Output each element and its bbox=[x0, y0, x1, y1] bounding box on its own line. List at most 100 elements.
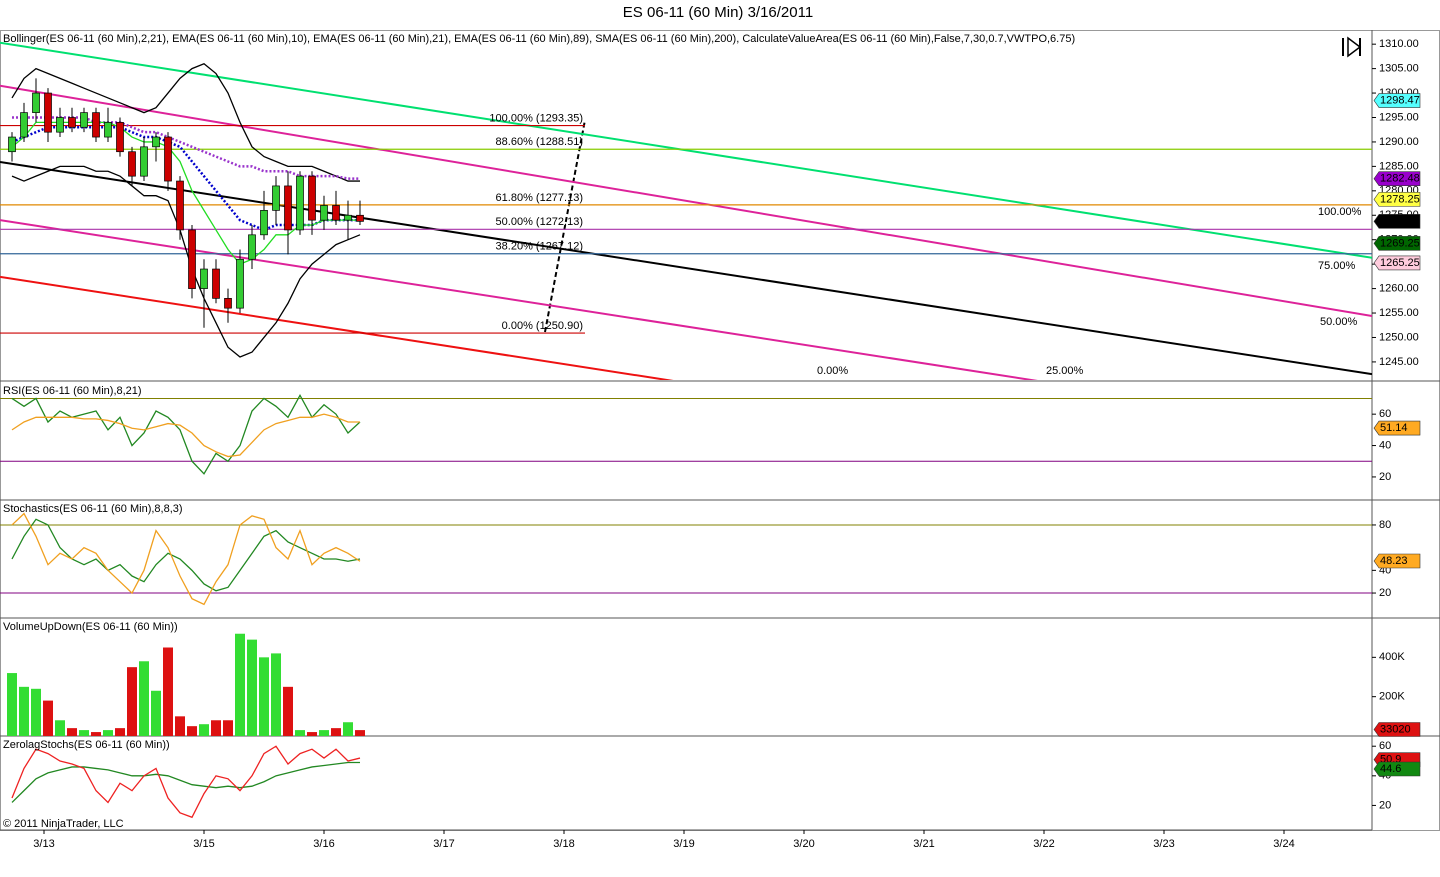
y-tick-label: 1310.00 bbox=[1379, 38, 1419, 50]
y-tick-label: 60 bbox=[1379, 408, 1391, 420]
y-tick-label: 200K bbox=[1379, 691, 1405, 703]
volume-bar bbox=[31, 688, 41, 736]
trend-line bbox=[0, 41, 1372, 259]
price-marker-label: 48.23 bbox=[1380, 555, 1408, 567]
projection-line bbox=[544, 119, 586, 333]
fib-label: 61.80% (1277.13) bbox=[496, 192, 583, 204]
y-tick-label: 80 bbox=[1379, 519, 1391, 531]
trend-label: 75.00% bbox=[1318, 260, 1356, 272]
price-marker-label: 33020 bbox=[1380, 723, 1411, 735]
volume-bar bbox=[211, 720, 221, 736]
y-tick-label: 1290.00 bbox=[1379, 136, 1419, 148]
price-marker bbox=[1373, 171, 1421, 187]
price-marker bbox=[1373, 214, 1421, 229]
panel-label: RSI(ES 06-11 (60 Min),8,21) bbox=[3, 385, 142, 397]
volume-bar bbox=[19, 686, 29, 736]
fib-label: 0.00% (1250.90) bbox=[502, 320, 583, 332]
x-tick-label: 3/17 bbox=[433, 838, 454, 850]
x-tick-label: 3/13 bbox=[33, 838, 54, 850]
y-tick-label: 400K bbox=[1379, 651, 1405, 663]
fib-label: 50.00% (1272.13) bbox=[496, 216, 583, 228]
price-marker-label: 1273.75 bbox=[1380, 215, 1420, 227]
trend-line bbox=[0, 219, 1038, 380]
x-tick-label: 3/22 bbox=[1033, 838, 1054, 850]
y-tick-label: 1295.00 bbox=[1379, 111, 1419, 123]
price-marker-label: 1278.25 bbox=[1380, 193, 1420, 205]
x-tick-label: 3/19 bbox=[673, 838, 694, 850]
series-line bbox=[11, 165, 361, 358]
x-tick-label: 3/21 bbox=[913, 838, 934, 850]
volume-bar bbox=[139, 661, 149, 736]
play-button[interactable] bbox=[1342, 36, 1362, 58]
panel bbox=[11, 745, 361, 819]
volume-bar bbox=[67, 728, 77, 736]
candle-body bbox=[32, 92, 40, 113]
series-line bbox=[11, 512, 361, 606]
candle-body bbox=[188, 229, 196, 289]
candle-body bbox=[260, 210, 268, 236]
series-line bbox=[11, 393, 361, 475]
volume-bar bbox=[343, 722, 353, 736]
candle-body bbox=[200, 268, 208, 289]
volume-bar bbox=[187, 726, 197, 736]
candle-body bbox=[176, 180, 184, 231]
price-marker-label: 1265.25 bbox=[1380, 257, 1420, 269]
candle-body bbox=[308, 175, 316, 221]
panel-label: Stochastics(ES 06-11 (60 Min),8,8,3) bbox=[3, 503, 183, 515]
volume-bar bbox=[151, 690, 161, 736]
candle-body bbox=[284, 185, 292, 231]
y-tick-label: 20 bbox=[1379, 471, 1391, 483]
y-tick-label: 40 bbox=[1379, 439, 1391, 451]
y-tick-label: 1245.00 bbox=[1379, 356, 1419, 368]
price-marker-label: 1269.25 bbox=[1380, 237, 1420, 249]
volume-bar bbox=[235, 633, 245, 736]
volume-bar bbox=[43, 700, 53, 736]
candle-body bbox=[344, 214, 352, 221]
trend-label: 50.00% bbox=[1320, 316, 1358, 328]
fib-label: 88.60% (1288.51) bbox=[496, 136, 583, 148]
panel-label: ZerolagStochs(ES 06-11 (60 Min)) bbox=[3, 739, 170, 751]
series-line bbox=[11, 62, 360, 182]
x-tick-label: 3/18 bbox=[553, 838, 574, 850]
panel bbox=[7, 633, 365, 736]
copyright: © 2011 NinjaTrader, LLC bbox=[3, 818, 124, 830]
candle-body bbox=[164, 136, 172, 182]
fib-label: 100.00% (1293.35) bbox=[489, 112, 583, 124]
candle-body bbox=[140, 146, 148, 177]
price-marker bbox=[1373, 192, 1421, 207]
volume-bar bbox=[283, 686, 293, 736]
candle-body bbox=[248, 234, 256, 260]
candle-body bbox=[44, 92, 52, 133]
x-tick-label: 3/24 bbox=[1273, 838, 1294, 850]
price-marker-label: 1298.47 bbox=[1380, 94, 1420, 106]
y-tick-label: 1260.00 bbox=[1379, 282, 1419, 294]
price-marker bbox=[1373, 93, 1421, 108]
volume-bar bbox=[115, 728, 125, 736]
price-marker-label: 44.6 bbox=[1380, 763, 1401, 775]
volume-bar bbox=[175, 716, 185, 736]
candle-body bbox=[80, 112, 88, 128]
price-marker bbox=[1373, 722, 1421, 737]
trend-line bbox=[0, 160, 1372, 376]
x-tick-label: 3/20 bbox=[793, 838, 814, 850]
candle-body bbox=[128, 151, 136, 177]
trend-line bbox=[0, 275, 674, 380]
candle-body bbox=[56, 117, 64, 133]
trend-label: 0.00% bbox=[817, 365, 848, 377]
candle-body bbox=[236, 258, 244, 309]
volume-bar bbox=[295, 730, 305, 736]
y-tick-label: 1255.00 bbox=[1379, 307, 1419, 319]
x-tick-label: 3/15 bbox=[193, 838, 214, 850]
price-marker-label: 1282.48 bbox=[1380, 173, 1420, 185]
panel bbox=[0, 41, 1372, 380]
candle-body bbox=[272, 185, 280, 211]
y-tick-label: 60 bbox=[1379, 740, 1391, 752]
price-marker-label: 51.14 bbox=[1380, 422, 1408, 434]
candle-body bbox=[104, 122, 112, 138]
panel-label: VolumeUpDown(ES 06-11 (60 Min)) bbox=[3, 621, 178, 633]
series-line bbox=[11, 121, 360, 265]
volume-bar bbox=[55, 720, 65, 736]
price-marker bbox=[1373, 761, 1421, 777]
volume-bar bbox=[91, 732, 101, 736]
